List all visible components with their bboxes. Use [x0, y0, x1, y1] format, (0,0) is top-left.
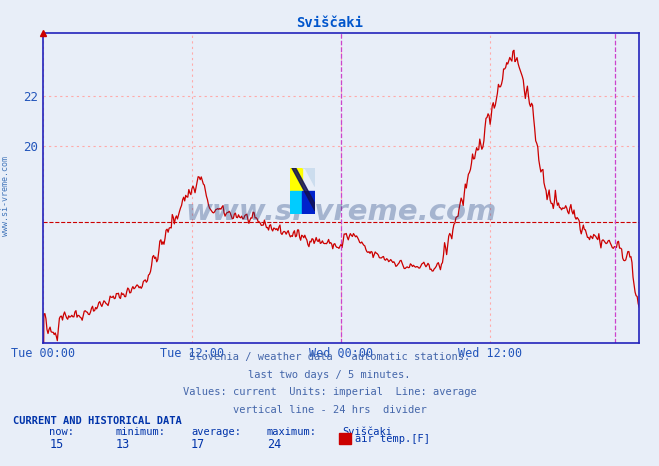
Text: Values: current  Units: imperial  Line: average: Values: current Units: imperial Line: av… [183, 387, 476, 397]
Text: www.si-vreme.com: www.si-vreme.com [1, 156, 10, 236]
Polygon shape [302, 168, 315, 186]
Text: air temp.[F]: air temp.[F] [355, 433, 430, 444]
Text: minimum:: minimum: [115, 427, 165, 437]
Bar [290, 191, 302, 214]
Text: 13: 13 [115, 438, 130, 451]
Text: 24: 24 [267, 438, 281, 451]
Bar [290, 168, 302, 191]
Bar [302, 191, 315, 214]
Text: average:: average: [191, 427, 241, 437]
Text: Sviščaki: Sviščaki [343, 427, 393, 437]
Text: 17: 17 [191, 438, 206, 451]
Text: last two days / 5 minutes.: last two days / 5 minutes. [248, 370, 411, 379]
Text: CURRENT AND HISTORICAL DATA: CURRENT AND HISTORICAL DATA [13, 416, 182, 425]
Text: now:: now: [49, 427, 74, 437]
Text: vertical line - 24 hrs  divider: vertical line - 24 hrs divider [233, 405, 426, 415]
Text: 15: 15 [49, 438, 64, 451]
Text: Sviščaki: Sviščaki [296, 16, 363, 30]
Text: www.si-vreme.com: www.si-vreme.com [185, 199, 497, 226]
Text: Slovenia / weather data - automatic stations.: Slovenia / weather data - automatic stat… [189, 352, 470, 362]
Text: maximum:: maximum: [267, 427, 317, 437]
Polygon shape [292, 168, 315, 211]
